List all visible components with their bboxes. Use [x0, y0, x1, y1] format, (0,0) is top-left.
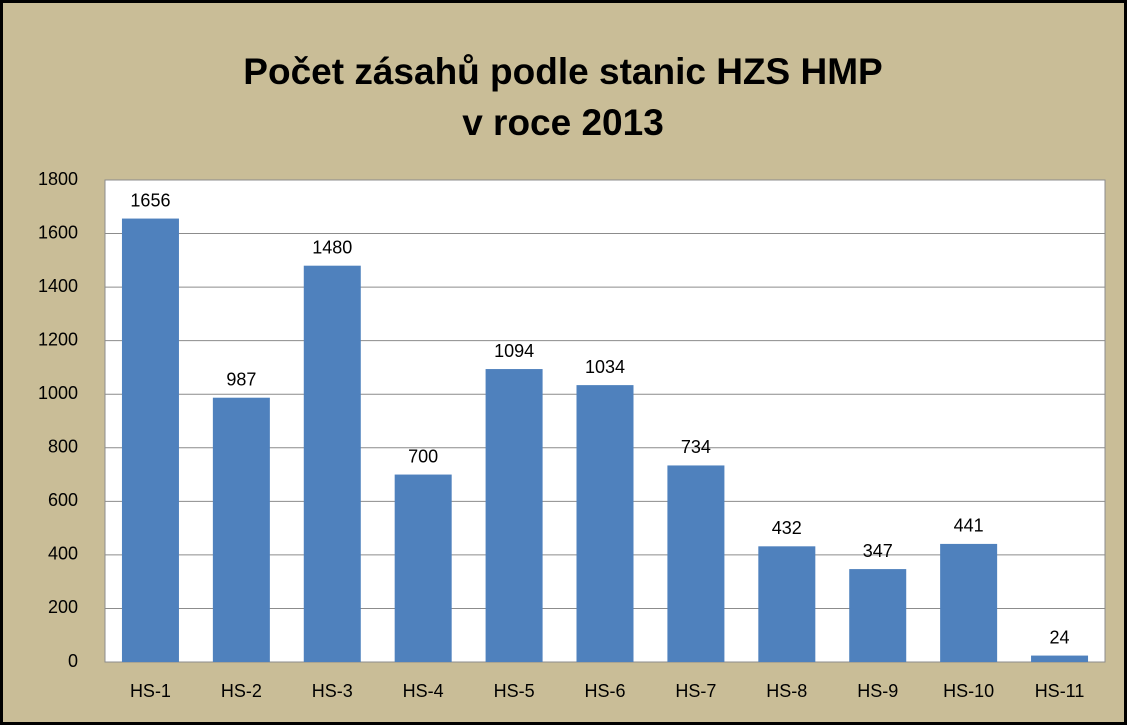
- data-label: 441: [954, 516, 984, 536]
- data-label: 1656: [130, 190, 170, 210]
- bar: [576, 385, 634, 662]
- data-label: 1094: [494, 341, 534, 361]
- y-tick-label: 1000: [38, 383, 78, 403]
- y-tick-label: 600: [48, 490, 78, 510]
- x-tick-label: HS-10: [943, 681, 994, 701]
- x-tick-label: HS-2: [221, 681, 262, 701]
- x-tick-label: HS-5: [494, 681, 535, 701]
- bar: [667, 465, 725, 662]
- data-label: 24: [1050, 627, 1070, 647]
- bar: [212, 397, 270, 662]
- chart-title: v roce 2013: [462, 102, 664, 143]
- bar: [940, 543, 998, 662]
- x-tick-label: HS-1: [130, 681, 171, 701]
- x-tick-label: HS-4: [403, 681, 444, 701]
- x-tick-label: HS-7: [675, 681, 716, 701]
- y-tick-label: 1600: [38, 222, 78, 242]
- y-tick-label: 400: [48, 544, 78, 564]
- bar: [303, 265, 361, 662]
- x-tick-label: HS-3: [312, 681, 353, 701]
- y-tick-label: 1200: [38, 329, 78, 349]
- data-label: 1480: [312, 237, 352, 257]
- x-tick-label: HS-9: [857, 681, 898, 701]
- bar: [394, 474, 452, 662]
- data-label: 700: [408, 446, 438, 466]
- bar: [758, 546, 816, 662]
- data-label: 1034: [585, 357, 625, 377]
- chart-title: Počet zásahů podle stanic HZS HMP: [243, 51, 882, 92]
- x-tick-label: HS-11: [1035, 681, 1085, 701]
- y-tick-label: 1400: [38, 276, 78, 296]
- data-label: 987: [226, 369, 256, 389]
- x-tick-label: HS-8: [766, 681, 807, 701]
- y-tick-label: 800: [48, 437, 78, 457]
- bar: [485, 369, 543, 662]
- y-tick-label: 1800: [38, 169, 78, 189]
- bar: [121, 218, 179, 662]
- bar: [1031, 655, 1089, 662]
- y-tick-label: 0: [68, 651, 78, 671]
- x-tick-label: HS-6: [584, 681, 625, 701]
- data-label: 734: [681, 437, 711, 457]
- data-label: 347: [863, 541, 893, 561]
- y-tick-label: 200: [48, 597, 78, 617]
- data-label: 432: [772, 518, 802, 538]
- bar: [849, 569, 907, 662]
